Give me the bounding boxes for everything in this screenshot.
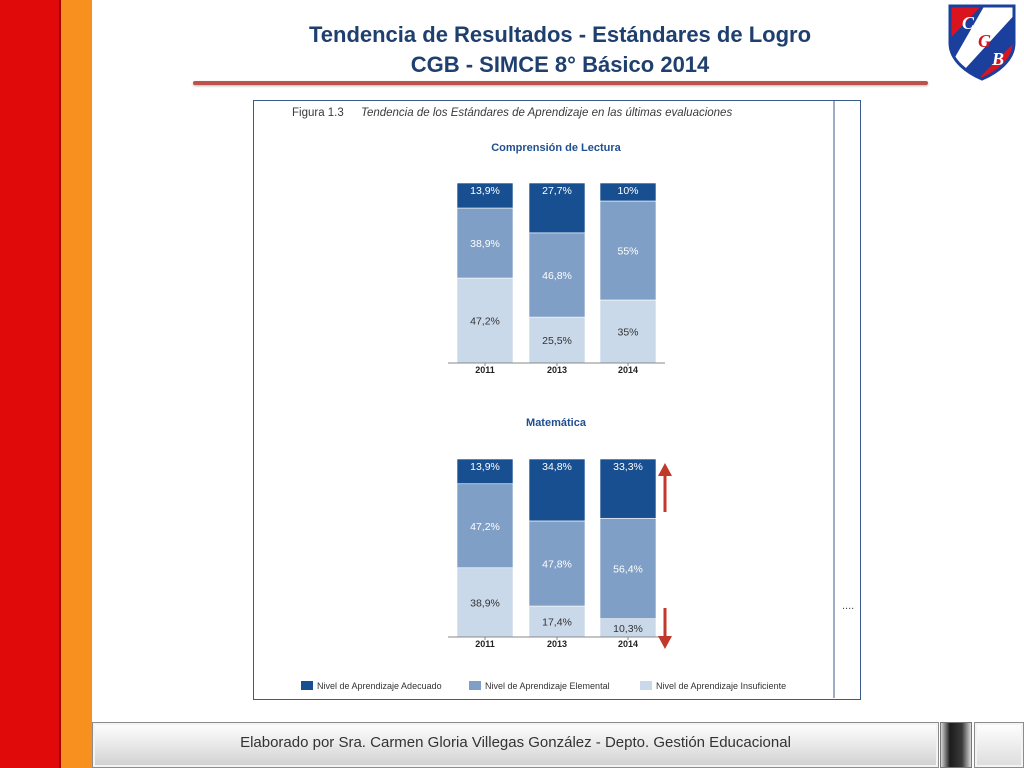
logo-white-band xyxy=(950,6,1014,79)
logo-letter-b: B xyxy=(991,49,1004,69)
data-label: 38,9% xyxy=(470,238,500,250)
figure-ellipsis: .... xyxy=(842,600,855,612)
slide-title-line1: Tendencia de Resultados - Estándares de … xyxy=(308,22,812,47)
logo-red-field-top xyxy=(950,6,984,43)
data-label: 13,9% xyxy=(470,185,500,197)
footer-credit: Elaborado por Sra. Carmen Gloria Villega… xyxy=(240,734,791,751)
data-label: 38,9% xyxy=(470,597,500,609)
data-label: 33,3% xyxy=(613,461,643,473)
slide-title: Tendencia de Resultados - Estándares de … xyxy=(200,20,920,80)
bar-segment xyxy=(528,182,586,234)
x-tick-label: 2013 xyxy=(547,639,567,649)
slide-title-line2: CGB - SIMCE 8° Básico 2014 xyxy=(410,52,710,77)
chart-title: Matemática xyxy=(526,417,587,429)
data-label: 55% xyxy=(617,246,638,258)
logo-letter-c: C xyxy=(962,13,975,33)
data-label: 10,3% xyxy=(613,623,643,635)
bar-segment xyxy=(528,520,586,607)
left-orange-stripe xyxy=(60,0,92,768)
stripe-divider xyxy=(59,0,61,768)
data-label: 34,8% xyxy=(542,461,572,473)
data-label: 25,5% xyxy=(542,335,572,347)
bar-segment xyxy=(456,458,514,485)
legend-label: Nivel de Aprendizaje Elemental xyxy=(485,681,610,691)
results-chart: Comprensión de Lectura 47,2% 38,9% 13,9% 201… xyxy=(301,100,835,698)
data-label: 13,9% xyxy=(470,461,500,473)
x-tick-label: 2014 xyxy=(618,639,638,649)
bar-segment xyxy=(456,182,514,209)
footer-nav-button-light[interactable] xyxy=(974,722,1024,768)
data-label: 46,8% xyxy=(542,270,572,282)
legend-swatch xyxy=(640,681,652,690)
legend-label: Nivel de Aprendizaje Adecuado xyxy=(317,681,442,691)
bar-segment xyxy=(528,316,586,364)
bar-segment xyxy=(456,483,514,569)
data-label: 47,8% xyxy=(542,558,572,570)
data-label: 47,2% xyxy=(470,316,500,328)
x-tick-label: 2011 xyxy=(475,639,495,649)
title-underline xyxy=(193,81,928,85)
bar-segment xyxy=(599,182,657,202)
x-tick-label: 2013 xyxy=(547,365,567,375)
legend-label: Nivel de Aprendizaje Insuficiente xyxy=(656,681,786,691)
chart-title: Comprensión de Lectura xyxy=(491,142,621,154)
figure-caption: Figura 1.3 Tendencia de los Estándares d… xyxy=(292,107,732,119)
bar-segment xyxy=(456,207,514,279)
up-arrow-head xyxy=(658,463,672,476)
data-label: 10% xyxy=(617,185,638,197)
logo-letter-g: G xyxy=(978,31,991,51)
footer-bar: Elaborado por Sra. Carmen Gloria Villega… xyxy=(92,722,939,768)
figure-number: Figura 1.3 xyxy=(292,107,344,119)
school-logo: C G B xyxy=(948,4,1016,81)
data-label: 35% xyxy=(617,327,638,339)
bar-segment xyxy=(599,200,657,301)
x-tick-label: 2014 xyxy=(618,365,638,375)
data-label: 27,7% xyxy=(542,185,572,197)
figure-caption-text: Tendencia de los Estándares de Aprendiza… xyxy=(360,107,733,119)
left-red-stripe xyxy=(0,0,60,768)
footer-nav-button-dark[interactable] xyxy=(940,722,972,768)
bar-segment xyxy=(528,458,586,522)
bar-segment xyxy=(599,517,657,619)
down-arrow-head xyxy=(658,636,672,649)
bar-segment xyxy=(528,605,586,638)
bar-segment xyxy=(599,458,657,519)
x-tick-label: 2011 xyxy=(475,365,495,375)
legend-swatch xyxy=(301,681,313,690)
bar-segment xyxy=(599,299,657,364)
legend-swatch xyxy=(469,681,481,690)
data-label: 17,4% xyxy=(542,617,572,629)
data-label: 47,2% xyxy=(470,521,500,533)
data-label: 56,4% xyxy=(613,563,643,575)
bar-segment xyxy=(456,277,514,364)
bar-segment xyxy=(528,232,586,318)
